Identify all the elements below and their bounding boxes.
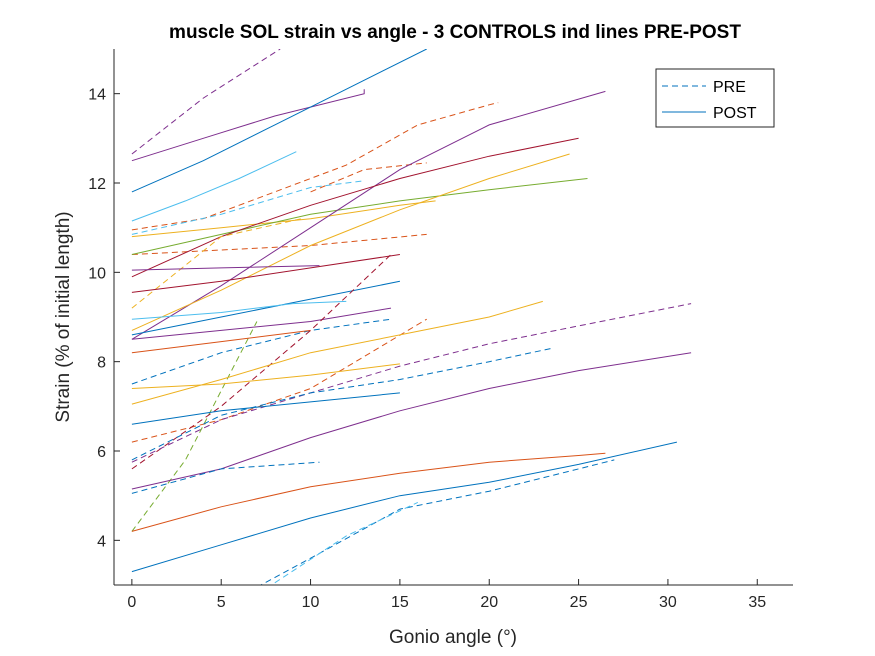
x-tick-label: 10 — [302, 594, 320, 611]
pre-series-line-1 — [131, 49, 281, 155]
y-tick-label: 6 — [97, 444, 106, 461]
y-axis-label: Strain (% of initial length) — [53, 211, 74, 422]
pre-series-line-24 — [131, 254, 392, 470]
pre-series-line-34 — [259, 459, 615, 585]
pre-series-line-31 — [131, 461, 320, 494]
y-ticks: 4 6 8 10 12 14 — [88, 87, 120, 550]
post-series-line-18 — [131, 280, 400, 336]
x-tick-label: 20 — [480, 594, 498, 611]
y-tick-label: 4 — [97, 533, 106, 550]
x-tick-label: 0 — [127, 594, 136, 611]
post-series-line-3 — [131, 49, 427, 193]
post-series-line-26 — [131, 363, 400, 389]
y-tick-label: 10 — [88, 265, 106, 282]
post-series-line-12 — [131, 137, 579, 278]
pre-series-line-21 — [131, 318, 392, 385]
pre-series-line-14 — [131, 218, 302, 309]
post-series-line-22 — [131, 329, 311, 354]
y-tick-label: 8 — [97, 355, 106, 372]
chart-title: muscle SOL strain vs angle - 3 CONTROLS … — [169, 22, 741, 43]
post-series-line-32 — [131, 452, 606, 532]
x-tick-label: 30 — [659, 594, 677, 611]
pre-series-line-35 — [274, 501, 419, 584]
post-series-line-10 — [131, 178, 588, 255]
pre-series-line-15 — [131, 321, 258, 532]
post-series-line-30 — [131, 392, 400, 425]
x-tick-label: 35 — [748, 594, 766, 611]
legend-box — [655, 68, 775, 128]
post-series-line-19 — [131, 300, 347, 320]
legend-pre-label: PRE — [713, 79, 746, 96]
post-series-line-20 — [131, 307, 392, 340]
post-series-line-11 — [131, 90, 606, 340]
pre-series-line-23 — [131, 318, 427, 443]
x-tick-label: 5 — [217, 594, 226, 611]
x-tick-label: 25 — [570, 594, 588, 611]
post-series-line-2 — [131, 89, 365, 162]
legend: PRE POST — [655, 68, 775, 128]
y-tick-label: 12 — [88, 176, 106, 193]
series-layer — [131, 49, 692, 585]
post-series-line-33 — [131, 441, 678, 573]
post-series-line-13 — [131, 153, 570, 331]
legend-post-label: POST — [713, 105, 757, 122]
x-axis-label: Gonio angle (°) — [389, 627, 517, 648]
pre-series-line-6 — [131, 233, 427, 255]
post-series-line-25 — [131, 300, 543, 405]
x-ticks: 0 5 10 15 20 25 30 35 — [127, 579, 766, 611]
pre-series-line-28 — [131, 347, 552, 461]
y-tick-label: 14 — [88, 87, 106, 104]
pre-series-line-8 — [131, 180, 365, 235]
pre-series-line-27 — [131, 303, 692, 463]
post-series-line-16 — [131, 265, 320, 271]
x-tick-label: 15 — [391, 594, 409, 611]
post-series-line-9 — [131, 200, 436, 238]
post-series-line-4 — [131, 151, 297, 222]
post-series-line-17 — [131, 254, 400, 293]
plot-area — [114, 49, 793, 585]
axes-layer — [113, 49, 793, 586]
